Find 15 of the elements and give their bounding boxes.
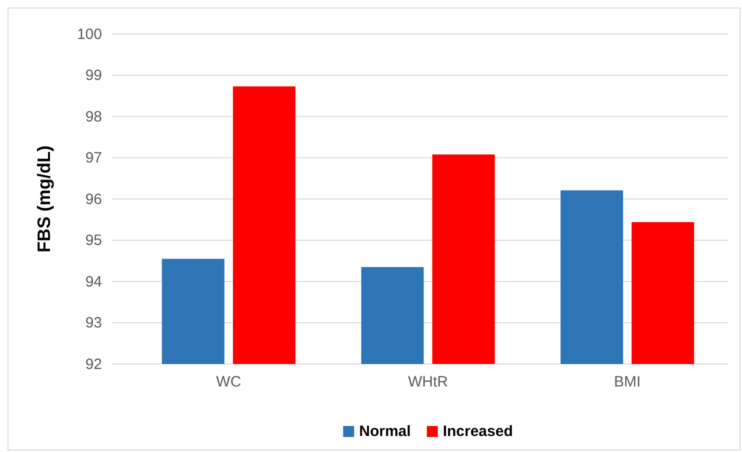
y-tick-label: 93 — [85, 314, 102, 332]
y-tick-label: 98 — [85, 108, 102, 126]
y-tick-label: 97 — [85, 150, 102, 167]
y-tick-label: 92 — [85, 356, 102, 373]
x-tick-label: BMI — [614, 374, 641, 391]
x-tick-label: WHtR — [408, 374, 448, 391]
y-tick-label: 100 — [76, 26, 102, 43]
legend-label: Increased — [442, 423, 513, 440]
y-tick-label: 95 — [85, 232, 102, 250]
x-tick-label: WC — [216, 374, 242, 391]
y-axis-title: FBS (mg/dL) — [34, 146, 54, 252]
y-tick-label: 94 — [85, 273, 102, 290]
legend-label: Normal — [359, 423, 411, 440]
y-tick-label: 99 — [85, 67, 102, 84]
y-tick-label: 96 — [85, 190, 102, 208]
